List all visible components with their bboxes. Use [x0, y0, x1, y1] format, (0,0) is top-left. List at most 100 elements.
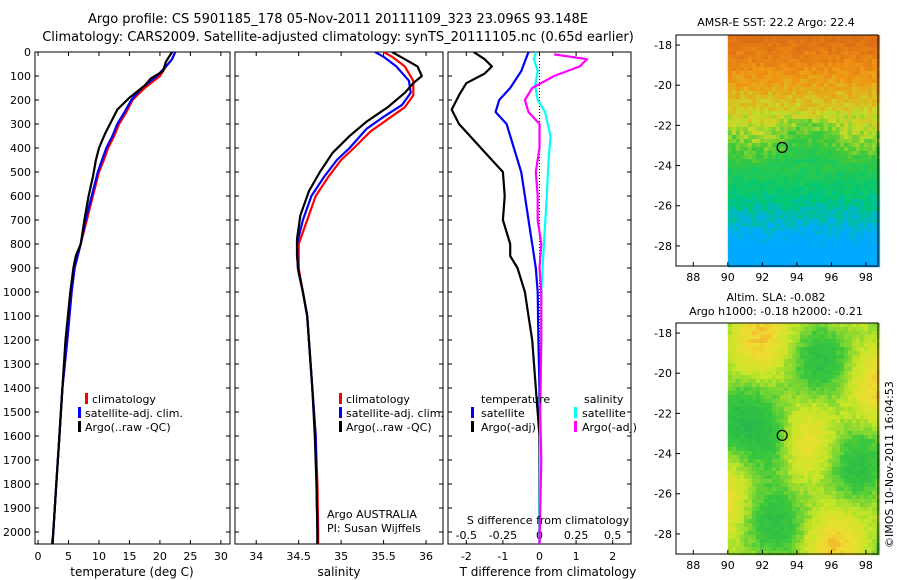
map-cell	[859, 507, 865, 512]
map-cell	[771, 527, 777, 532]
map-cell	[779, 383, 785, 388]
map-cell	[791, 99, 797, 104]
map-cell	[787, 463, 793, 468]
map-cell	[811, 323, 817, 328]
map-cell	[743, 179, 749, 184]
map-cell	[779, 83, 785, 88]
map-cell	[835, 443, 841, 448]
map-cell	[807, 115, 813, 120]
map-cell	[775, 139, 781, 144]
map-cell	[839, 59, 845, 64]
map-cell	[803, 363, 809, 368]
map-cell	[847, 47, 853, 52]
map-cell	[791, 171, 797, 176]
map-cell	[787, 327, 793, 332]
map-cell	[747, 547, 753, 552]
map-cell	[747, 215, 753, 220]
map-cell	[863, 399, 869, 404]
map-cell	[787, 435, 793, 440]
map-cell	[827, 343, 833, 348]
map-cell	[767, 407, 773, 412]
depth-tick-label: 100	[10, 70, 31, 83]
map-cell	[731, 87, 737, 92]
map-cell	[727, 399, 733, 404]
map-cell	[799, 111, 805, 116]
map-cell	[767, 451, 773, 456]
map-cell	[855, 359, 861, 364]
map-cell	[751, 231, 757, 236]
map-cell	[863, 243, 869, 248]
map-cell	[779, 227, 785, 232]
map-cell	[863, 447, 869, 452]
map-cell	[771, 379, 777, 384]
map-cell	[859, 175, 865, 180]
map-cell	[743, 543, 749, 548]
map-cell	[771, 479, 777, 484]
map-cell	[811, 479, 817, 484]
map-cell	[767, 415, 773, 420]
map-cell	[743, 259, 749, 264]
map-y-tick-label: -18	[654, 327, 672, 340]
map-cell	[811, 107, 817, 112]
map-cell	[815, 387, 821, 392]
map-cell	[871, 247, 877, 252]
map-cell	[775, 419, 781, 424]
map-cell	[791, 535, 797, 540]
map-cell	[751, 379, 757, 384]
map-cell	[823, 535, 829, 540]
map-cell	[787, 247, 793, 252]
map-cell	[767, 363, 773, 368]
map-cell	[827, 39, 833, 44]
map-cell	[839, 547, 845, 552]
map-cell	[763, 487, 769, 492]
map-cell	[803, 147, 809, 152]
map-cell	[831, 223, 837, 228]
map-cell	[807, 407, 813, 412]
map-cell	[755, 371, 761, 376]
map-cell	[771, 247, 777, 252]
map-cell	[759, 443, 765, 448]
map-cell	[763, 359, 769, 364]
map-cell	[779, 235, 785, 240]
map-cell	[855, 419, 861, 424]
map-cell	[867, 395, 873, 400]
map-cell	[855, 395, 861, 400]
map-cell	[731, 263, 737, 268]
map-cell	[791, 219, 797, 224]
map-cell	[755, 71, 761, 76]
map-cell	[755, 527, 761, 532]
map-cell	[827, 519, 833, 524]
map-cell	[807, 531, 813, 536]
map-cell	[795, 327, 801, 332]
map-cell	[731, 187, 737, 192]
map-cell	[839, 259, 845, 264]
map-cell	[759, 111, 765, 116]
map-cell	[807, 367, 813, 372]
map-cell	[767, 103, 773, 108]
map-cell	[851, 407, 857, 412]
map-cell	[791, 387, 797, 392]
map-cell	[807, 483, 813, 488]
map-cell	[787, 487, 793, 492]
map-cell	[759, 363, 765, 368]
map-cell	[767, 107, 773, 112]
map-cell	[851, 427, 857, 432]
map-cell	[795, 107, 801, 112]
map-cell	[855, 483, 861, 488]
map-cell	[779, 411, 785, 416]
map-cell	[763, 159, 769, 164]
map-cell	[763, 127, 769, 132]
map-cell	[827, 259, 833, 264]
map-cell	[843, 119, 849, 124]
map-cell	[843, 475, 849, 480]
map-cell	[867, 211, 873, 216]
map-cell	[739, 527, 745, 532]
map-cell	[823, 335, 829, 340]
map-cell	[795, 363, 801, 368]
map-cell	[867, 443, 873, 448]
map-cell	[747, 475, 753, 480]
map-cell	[855, 547, 861, 552]
map-cell	[815, 43, 821, 48]
map-cell	[755, 471, 761, 476]
map-cell	[779, 139, 785, 144]
